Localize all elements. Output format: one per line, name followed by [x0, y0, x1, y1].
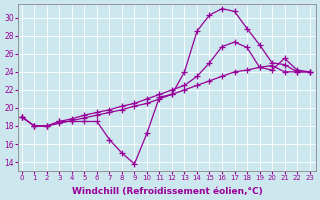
- X-axis label: Windchill (Refroidissement éolien,°C): Windchill (Refroidissement éolien,°C): [72, 187, 262, 196]
